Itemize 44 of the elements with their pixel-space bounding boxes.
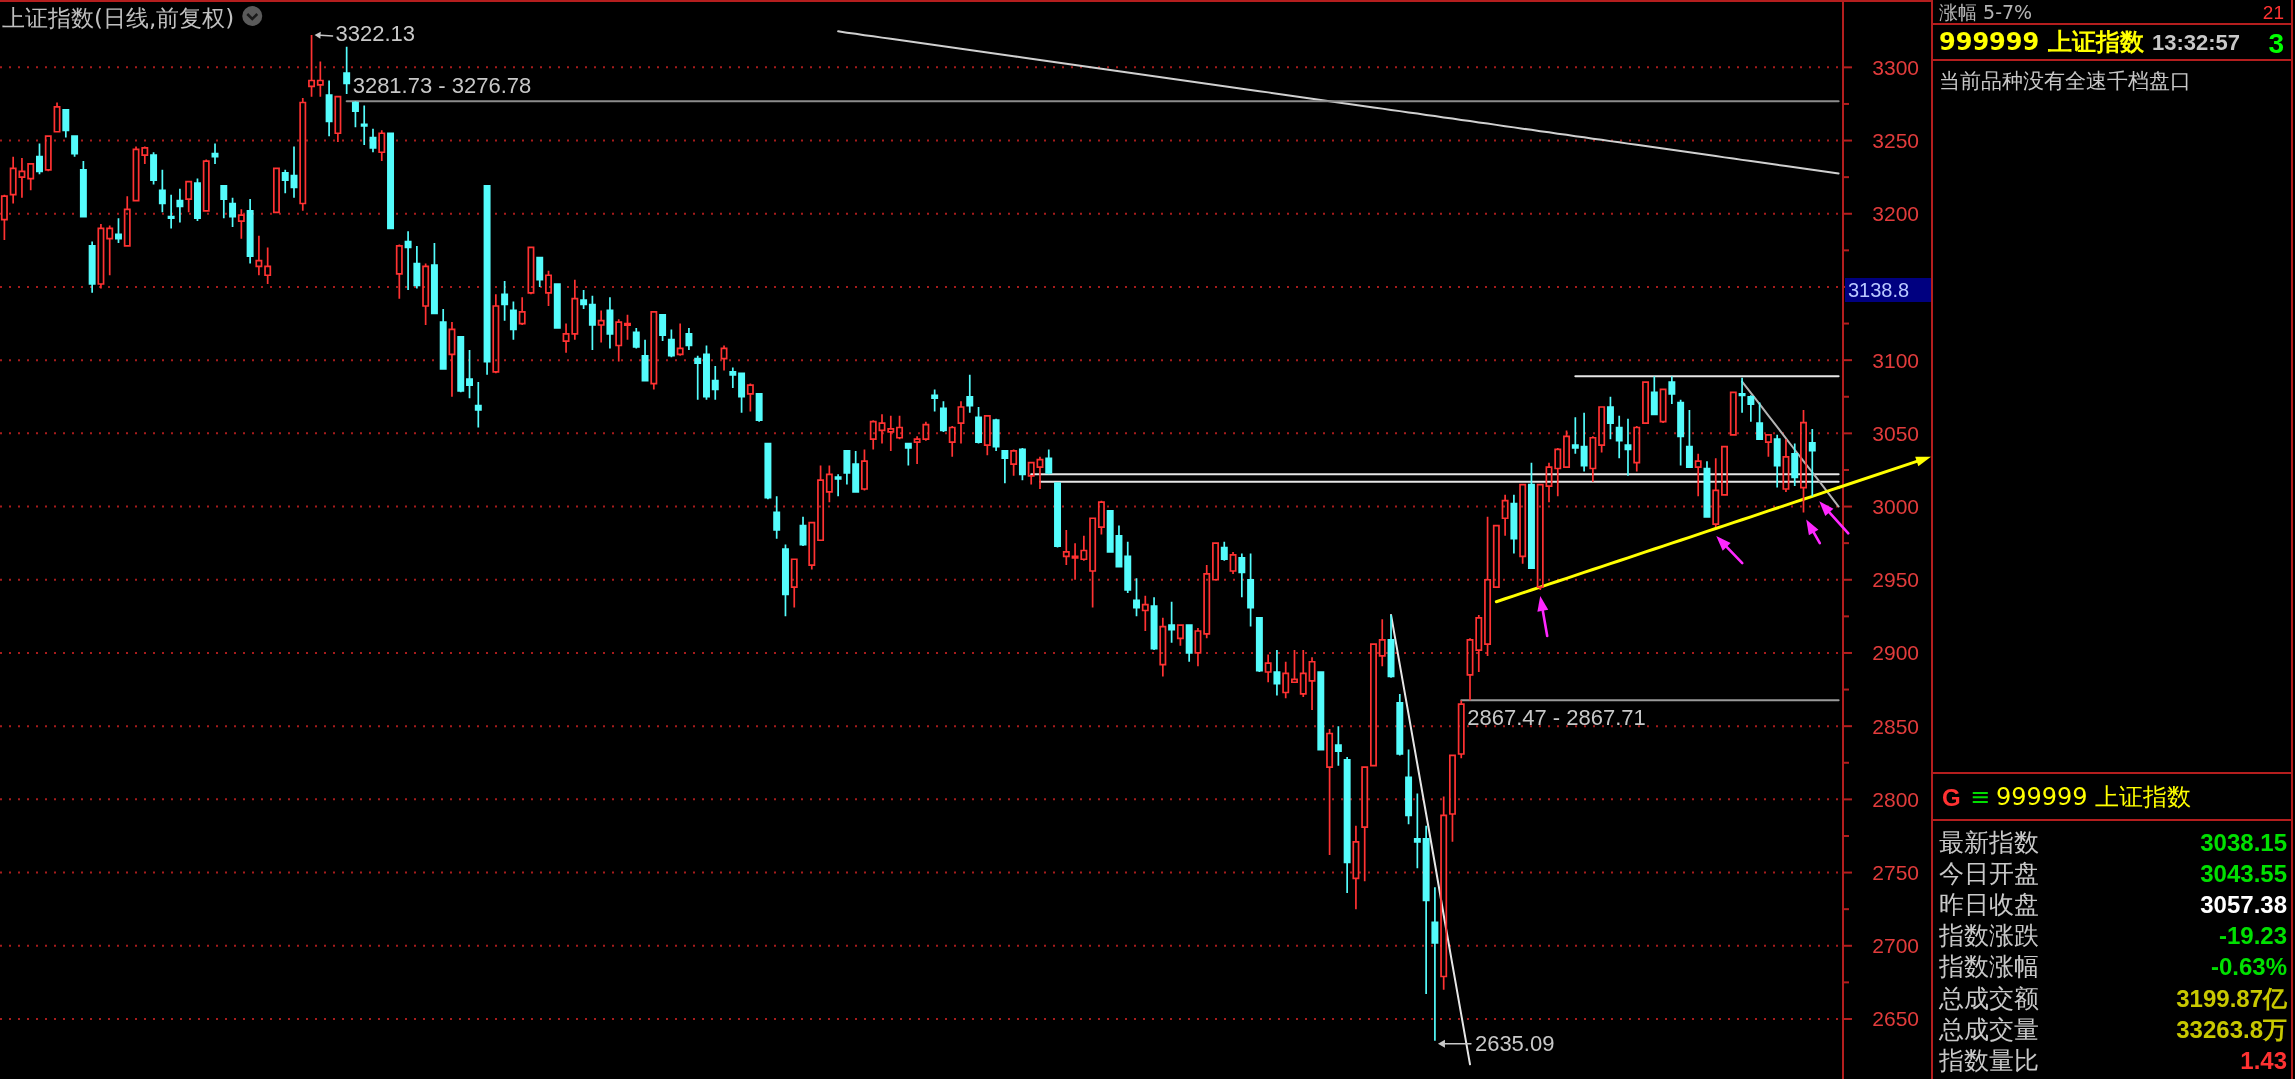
text: 最新指数 (1939, 827, 2039, 857)
text: 3038.15 (2200, 828, 2287, 856)
annotation: 2635.09 (1474, 1031, 1555, 1057)
text: 13:32:57 (2152, 29, 2241, 55)
text: 当前品种没有全速千档盘口 (1939, 69, 2191, 93)
text: 总成交额 (1938, 983, 2039, 1013)
text: 21 (2262, 1, 2284, 23)
y-tick-label: 3000 (1872, 495, 1919, 519)
text: 涨幅 5-7% (1939, 1, 2033, 23)
y-tick-label: 3100 (1872, 348, 1919, 372)
text: -19.23 (2218, 922, 2287, 950)
annotation: 3322.13 (335, 21, 416, 47)
y-tick-label: 2750 (1872, 861, 1919, 885)
text: 3057.38 (2200, 890, 2287, 918)
text: 999999 上证指数 (1996, 783, 2192, 811)
y-tick-label: 2650 (1872, 1007, 1919, 1031)
text: ≡ (1970, 783, 1991, 811)
annotation: 3281.73 - 3276.78 (352, 72, 532, 98)
y-tick-label: 2850 (1872, 714, 1919, 738)
text: 指数量比 (1938, 1045, 2039, 1075)
y-tick-label: 2700 (1872, 934, 1919, 958)
y-tick-label: 3300 (1872, 55, 1919, 79)
y-tick-label: 3200 (1872, 202, 1919, 226)
y-tick-label: 2950 (1872, 568, 1919, 592)
text: 1.43 (2240, 1046, 2287, 1074)
text: 3138.8 (1848, 279, 1910, 301)
y-tick-label: 3250 (1872, 129, 1919, 153)
y-tick-label: 2800 (1872, 787, 1919, 811)
y-tick-label: 2900 (1872, 641, 1919, 665)
chart-title: 上证指数(日线,前复权) (2, 5, 235, 31)
text: 指数涨跌 (1938, 921, 2039, 951)
text: 今日开盘 (1939, 858, 2039, 888)
text: 指数涨幅 (1938, 952, 2039, 982)
annotation: 2867.47 - 2867.71 (1467, 704, 1646, 730)
text: 昨日收盘 (1939, 889, 2039, 919)
text: 33263.8万 (2176, 1015, 2287, 1043)
text: 3043.55 (2200, 859, 2287, 887)
y-tick-label: 3050 (1872, 421, 1919, 445)
text: 3 (2268, 27, 2284, 59)
text: 3199.87亿 (2176, 984, 2288, 1012)
text: G (1942, 783, 1961, 811)
text: 999999 上证指数 (1939, 28, 2145, 56)
text: -0.63% (2210, 953, 2287, 981)
text: 总成交量 (1938, 1014, 2039, 1044)
